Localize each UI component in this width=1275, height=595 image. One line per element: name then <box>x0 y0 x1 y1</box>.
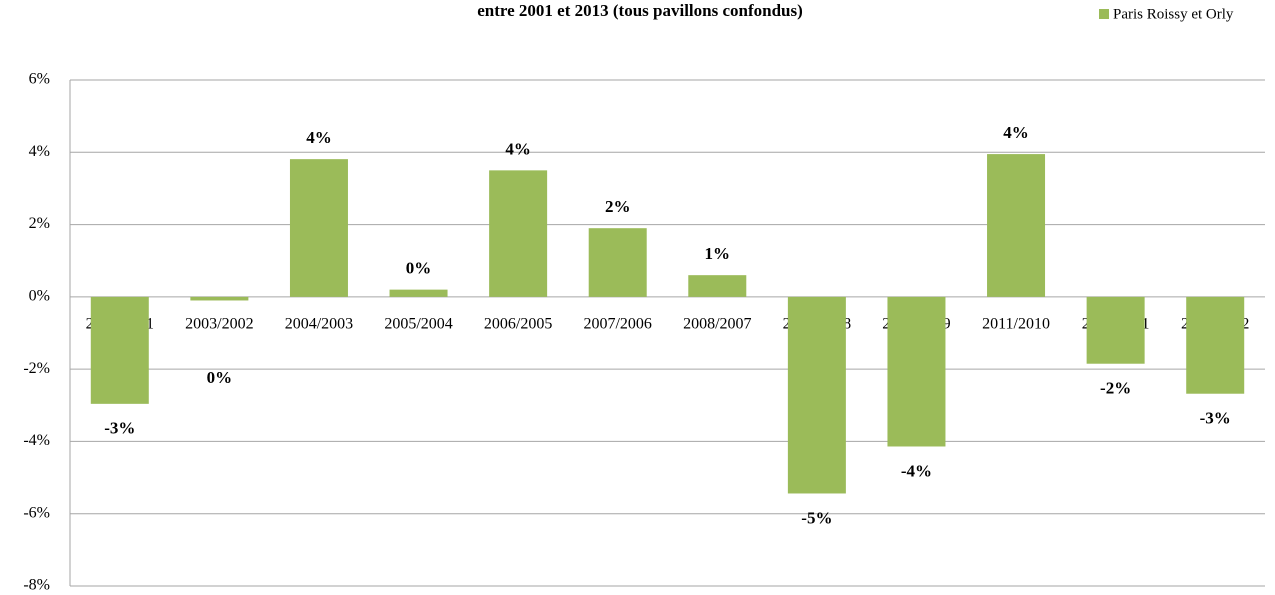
chart-title: entre 2001 et 2013 (tous pavillons confo… <box>477 1 803 20</box>
y-tick-label: 2% <box>29 215 50 232</box>
bar <box>190 296 249 301</box>
value-label: 4% <box>505 139 531 158</box>
bar <box>1086 296 1145 364</box>
y-tick-label: -2% <box>23 360 50 377</box>
bar <box>489 170 548 297</box>
value-label: -3% <box>1200 409 1231 428</box>
y-tick-label: 6% <box>29 71 50 88</box>
x-tick-label: 2006/2005 <box>484 316 552 333</box>
bar <box>588 228 647 297</box>
value-label: 4% <box>306 128 332 147</box>
x-tick-label: 2011/2010 <box>982 316 1050 333</box>
value-label: 1% <box>705 244 731 263</box>
bar <box>389 289 448 297</box>
value-label: 2% <box>605 197 631 216</box>
bar <box>987 154 1046 297</box>
value-label: 0% <box>406 259 432 278</box>
value-label: -5% <box>801 508 832 527</box>
x-tick-label: 2007/2006 <box>583 316 651 333</box>
legend-label: Paris Roissy et Orly <box>1113 6 1234 22</box>
y-tick-label: -4% <box>23 432 50 449</box>
value-label: -3% <box>104 419 135 438</box>
legend-swatch <box>1099 9 1109 19</box>
x-tick-label: 2003/2002 <box>185 316 253 333</box>
x-tick-label: 2008/2007 <box>683 316 751 333</box>
y-tick-label: 0% <box>29 288 50 305</box>
y-tick-label: -8% <box>23 577 50 594</box>
bar <box>90 296 149 404</box>
y-tick-label: -6% <box>23 504 50 521</box>
bar <box>1186 296 1245 394</box>
bar <box>887 296 946 447</box>
x-tick-label: 2005/2004 <box>384 316 452 333</box>
value-label: 4% <box>1003 123 1029 142</box>
value-label: 0% <box>207 368 233 387</box>
x-tick-label: 2004/2003 <box>285 316 353 333</box>
value-label: -4% <box>901 461 932 480</box>
y-tick-label: 4% <box>29 143 50 160</box>
bar <box>688 275 747 297</box>
bar <box>787 296 846 494</box>
value-label: -2% <box>1100 379 1131 398</box>
bar <box>289 159 348 297</box>
